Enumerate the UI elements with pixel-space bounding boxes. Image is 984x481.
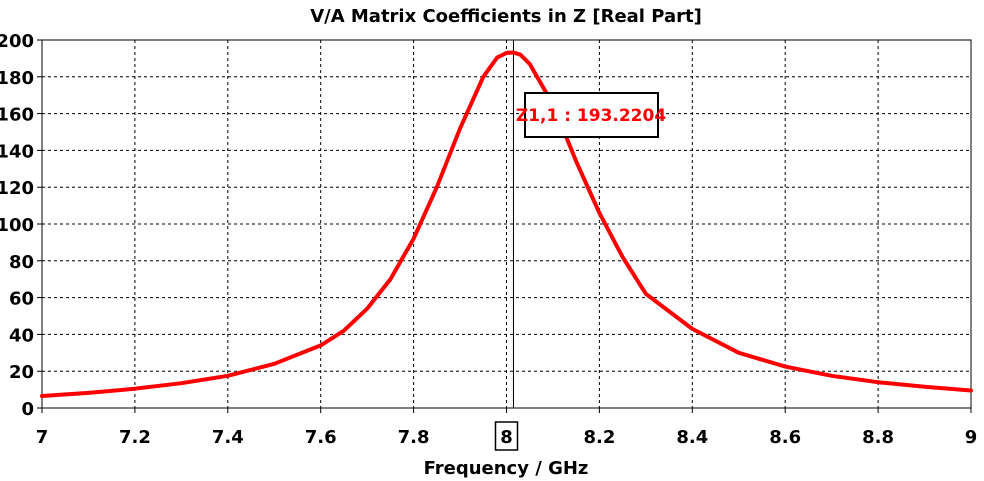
y-tick-label: 20	[9, 362, 34, 383]
y-tick-label: 140	[0, 141, 34, 162]
y-tick-label: 180	[0, 68, 34, 89]
y-tick-label: 80	[9, 252, 34, 273]
x-tick-label: 8.8	[862, 427, 894, 448]
y-tick-label: 200	[0, 31, 34, 52]
y-axis-ticks: 0 20 40 60 80 100 120 140 160 180 200	[0, 31, 42, 420]
y-tick-label: 0	[21, 399, 34, 420]
marker-box	[524, 92, 659, 138]
x-tick-label: 9	[965, 427, 978, 448]
x-tick-label: 7	[36, 427, 49, 448]
x-tick-label: 7.6	[305, 427, 337, 448]
x-tick-label: 7.2	[119, 427, 151, 448]
series-line-z11	[40, 50, 973, 398]
y-tick-label: 40	[9, 325, 34, 346]
x-tick-label: 8.6	[769, 427, 801, 448]
x-axis-ticks: 7 7.2 7.4 7.6 7.8 8 8.2 8.4 8.6 8.8 9	[36, 408, 978, 448]
x-tick-highlight-box	[494, 421, 519, 451]
x-tick-label: 7.4	[212, 427, 244, 448]
marker-label: Z1,1 : 193.2204	[516, 106, 667, 126]
x-tick-label: 7.8	[398, 427, 430, 448]
grid-lines	[42, 40, 971, 408]
y-tick-label: 120	[0, 178, 34, 199]
x-tick-label: 8.4	[676, 427, 708, 448]
y-tick-label: 60	[9, 289, 34, 310]
x-tick-label: 8	[500, 427, 513, 448]
x-axis-label: Frequency / GHz	[424, 458, 589, 479]
marker-label-box: Z1,1 : 193.2204	[516, 92, 667, 138]
y-tick-label: 100	[0, 215, 34, 236]
y-tick-label: 160	[0, 105, 34, 126]
chart-title: V/A Matrix Coefficients in Z [Real Part]	[310, 6, 702, 27]
x-tick-label: 8.2	[583, 427, 615, 448]
